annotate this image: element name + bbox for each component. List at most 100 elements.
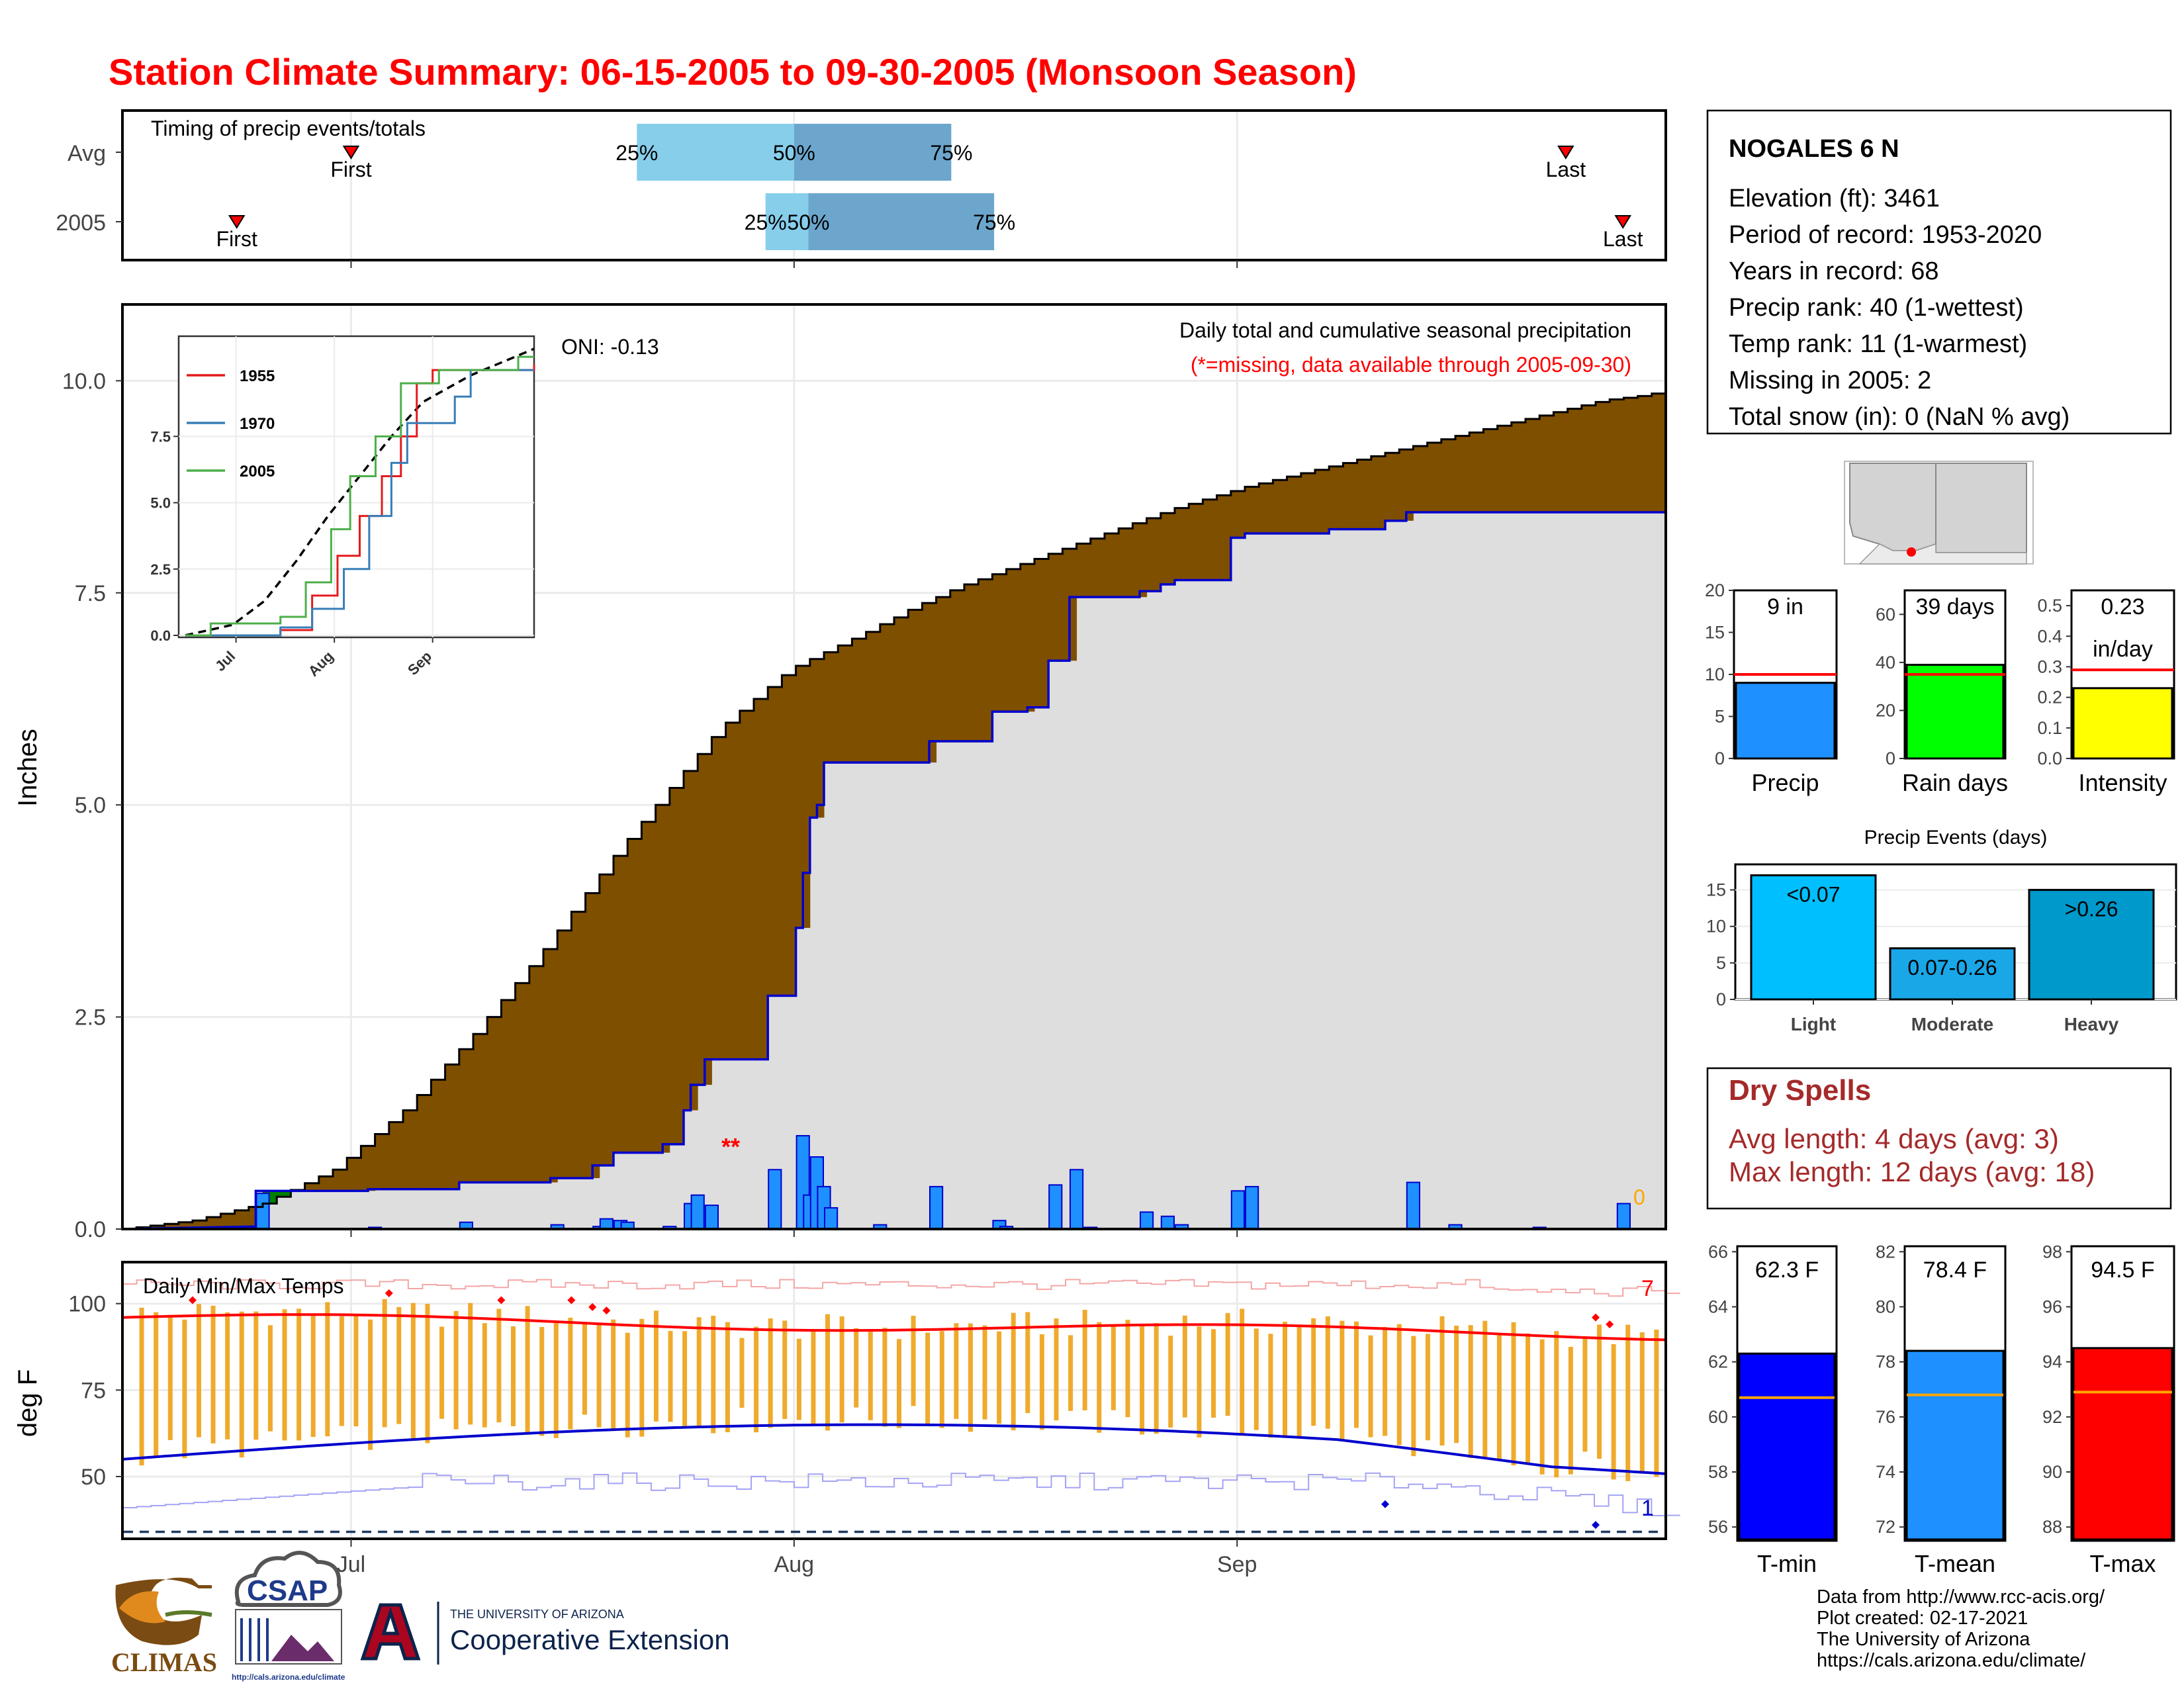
timing-bar-high (794, 124, 952, 181)
events-bar (2028, 889, 2155, 1001)
station-info-line: Elevation (ft): 3461 (1729, 185, 1940, 212)
daily-temp-range-bar (453, 1310, 459, 1430)
daily-temp-range-bar (668, 1330, 673, 1422)
daily-temp-range-bar (1011, 1312, 1016, 1431)
pct-50-label: 50% (787, 210, 829, 234)
record-high-marker (385, 1289, 393, 1298)
record-high-marker (1592, 1313, 1600, 1322)
deficit-area (417, 1095, 432, 1189)
deficit-area (571, 911, 586, 1179)
daily-precip-bar (1406, 1181, 1421, 1230)
events-bar-label: 0.07-0.26 (1907, 956, 1997, 980)
deficit-area (1610, 399, 1624, 513)
first-event-label: First (216, 227, 257, 251)
daily-temp-range-bar (525, 1306, 530, 1434)
temp-bar-ytick-label: 58 (1708, 1462, 1728, 1482)
temp-bar-ytick-label: 90 (2042, 1462, 2062, 1482)
deficit-area (1048, 553, 1063, 661)
daily-temp-range-bar (825, 1314, 831, 1431)
temp-frame (121, 1261, 1667, 1540)
daily-temp-range-bar (1111, 1325, 1116, 1410)
daily-precip-bar (1140, 1211, 1154, 1230)
record-high-marker (567, 1296, 576, 1304)
daily-temp-range-bar (1097, 1322, 1102, 1433)
deficit-area (220, 1213, 236, 1229)
deficit-area (1090, 538, 1105, 598)
cold-count: 1 (1641, 1496, 1654, 1521)
daily-temp-range-bar (1511, 1322, 1516, 1466)
deficit-area (1245, 486, 1259, 534)
daily-temp-range-bar (1240, 1308, 1245, 1434)
temp-title: Daily Min/Max Temps (143, 1274, 343, 1298)
deficit-area (487, 1017, 502, 1183)
deficit-area (585, 893, 600, 1179)
map-region-mexico (1858, 543, 2027, 565)
daily-temp-range-bar (1039, 1334, 1044, 1430)
small-bar-unit-label: in/day (2093, 637, 2153, 662)
ua-big-text: Cooperative Extension (450, 1624, 730, 1655)
timing-title: Timing of precip events/totals (151, 116, 426, 140)
climas-text: CLIMAS (111, 1647, 217, 1677)
daily-temp-range-bar (225, 1312, 230, 1440)
temp-bar-ytick-label: 62 (1708, 1352, 1728, 1372)
daily-temp-range-bar (725, 1322, 730, 1432)
credit-line: Data from http://www.rcc-acis.org/ (1817, 1586, 2105, 1608)
daily-temp-range-bar (239, 1311, 244, 1458)
surplus-area (277, 1191, 291, 1197)
temp-bar-category: T-mean (1915, 1550, 1995, 1577)
daily-temp-range-bar (425, 1304, 430, 1443)
daily-temp-range-bar (782, 1320, 788, 1419)
small-bar-ytick-label: 0 (1715, 749, 1725, 768)
first-event-marker (228, 215, 246, 229)
temp-bar-value (2072, 1347, 2173, 1541)
station-name: NOGALES 6 N (1729, 135, 1899, 163)
deficit-area (711, 737, 727, 1060)
small-bar-ytick-label: 0.3 (2037, 657, 2062, 676)
daily-temp-range-bar (296, 1308, 302, 1441)
inset-frame (177, 335, 535, 639)
deficit-area (1413, 446, 1428, 513)
small-bar-ytick-label: 20 (1705, 580, 1725, 600)
daily-precip-bar (1230, 1190, 1246, 1230)
daily-temp-range-bar (1396, 1324, 1402, 1445)
deficit-area (1287, 477, 1302, 534)
deficit-area (950, 590, 965, 742)
deficit-area (782, 675, 797, 996)
daily-temp-range-bar (368, 1319, 373, 1450)
map-region-newmexico (1935, 463, 2027, 553)
record-low-marker (1381, 1500, 1389, 1508)
daily-precip-bar (929, 1185, 944, 1230)
small-bar-ytick-label: 40 (1876, 653, 1895, 672)
inset-legend-label: 1970 (240, 415, 275, 433)
daily-temp-range-bar (768, 1318, 773, 1428)
daily-temp-range-bar (511, 1326, 516, 1426)
daily-temp-range-bar (925, 1332, 931, 1424)
deficit-area (1329, 466, 1343, 529)
dry-avg-length: Avg length: 4 days (avg: 3) (1729, 1123, 2059, 1154)
events-ytick-label: 15 (1706, 880, 1726, 900)
daily-temp-range-bar (253, 1311, 259, 1440)
record-low-line (122, 1472, 1680, 1517)
record-high-line (122, 1279, 1680, 1297)
oni-label: ONI: -0.13 (561, 335, 659, 359)
dry-frame (1706, 1067, 2172, 1210)
deficit-area (698, 754, 712, 1085)
daily-precip-bar (599, 1218, 614, 1230)
pct-25-label: 25% (615, 141, 658, 165)
daily-temp-range-bar (167, 1314, 173, 1440)
daily-temp-range-bar (282, 1309, 287, 1441)
precip-panel: 0.0 2.5 5.0 7.5 10.0 Inches Daily total and … (13, 303, 1667, 1242)
daily-precip-bar (255, 1193, 270, 1230)
season-total-bars: 0 5 10 15 20 9 in Precip 0 20 40 60 39 days Rain day… (1705, 580, 2175, 796)
daily-temp-range-bar (1654, 1329, 1659, 1477)
daily-temp-range-bar (139, 1307, 144, 1466)
last-event-label: Last (1546, 158, 1586, 181)
temp-bar-ytick-label: 94 (2042, 1352, 2062, 1372)
temp-bar-ytick-label: 56 (1708, 1517, 1728, 1537)
avg-cumulative-line (122, 392, 1666, 1230)
deficit-area (978, 579, 993, 742)
climas-logo: CLIMAS (111, 1577, 217, 1677)
daily-temp-range-bar (468, 1303, 473, 1425)
deficit-area (1230, 490, 1246, 538)
deficit-area (361, 1146, 376, 1191)
